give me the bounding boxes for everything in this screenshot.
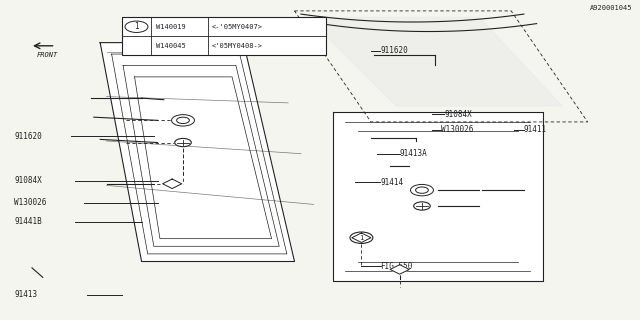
Text: A920001045: A920001045 [589, 5, 632, 11]
Circle shape [350, 232, 373, 244]
Polygon shape [163, 179, 182, 188]
Text: <'05MY0408->: <'05MY0408-> [212, 43, 262, 49]
Text: FIG.550: FIG.550 [381, 262, 413, 271]
Text: 91411: 91411 [524, 125, 547, 134]
FancyBboxPatch shape [122, 17, 326, 55]
Circle shape [413, 202, 430, 210]
Text: 91413: 91413 [14, 290, 37, 299]
Text: 1: 1 [359, 235, 364, 241]
Circle shape [172, 115, 195, 126]
Polygon shape [390, 265, 409, 274]
Polygon shape [352, 233, 371, 243]
Text: 91084X: 91084X [14, 176, 42, 185]
Polygon shape [333, 112, 543, 281]
Text: W130026: W130026 [441, 125, 474, 134]
Circle shape [410, 184, 433, 196]
Polygon shape [129, 24, 193, 46]
Text: W140019: W140019 [156, 24, 186, 30]
Text: W130026: W130026 [14, 198, 47, 207]
Text: 911620: 911620 [14, 132, 42, 141]
Polygon shape [100, 43, 294, 261]
Text: W140045: W140045 [156, 43, 186, 49]
Text: 91084X: 91084X [444, 109, 472, 118]
Text: 91441B: 91441B [14, 217, 42, 226]
Circle shape [415, 187, 428, 193]
Circle shape [175, 139, 191, 147]
Text: FRONT: FRONT [36, 52, 58, 58]
Text: <-'05MY0407>: <-'05MY0407> [212, 24, 262, 30]
Text: 911620: 911620 [381, 46, 408, 55]
Circle shape [125, 21, 148, 32]
Circle shape [177, 117, 189, 124]
Polygon shape [307, 17, 562, 106]
Text: 91413A: 91413A [399, 149, 428, 158]
Text: 1: 1 [134, 22, 139, 31]
Text: 91414: 91414 [381, 178, 404, 187]
